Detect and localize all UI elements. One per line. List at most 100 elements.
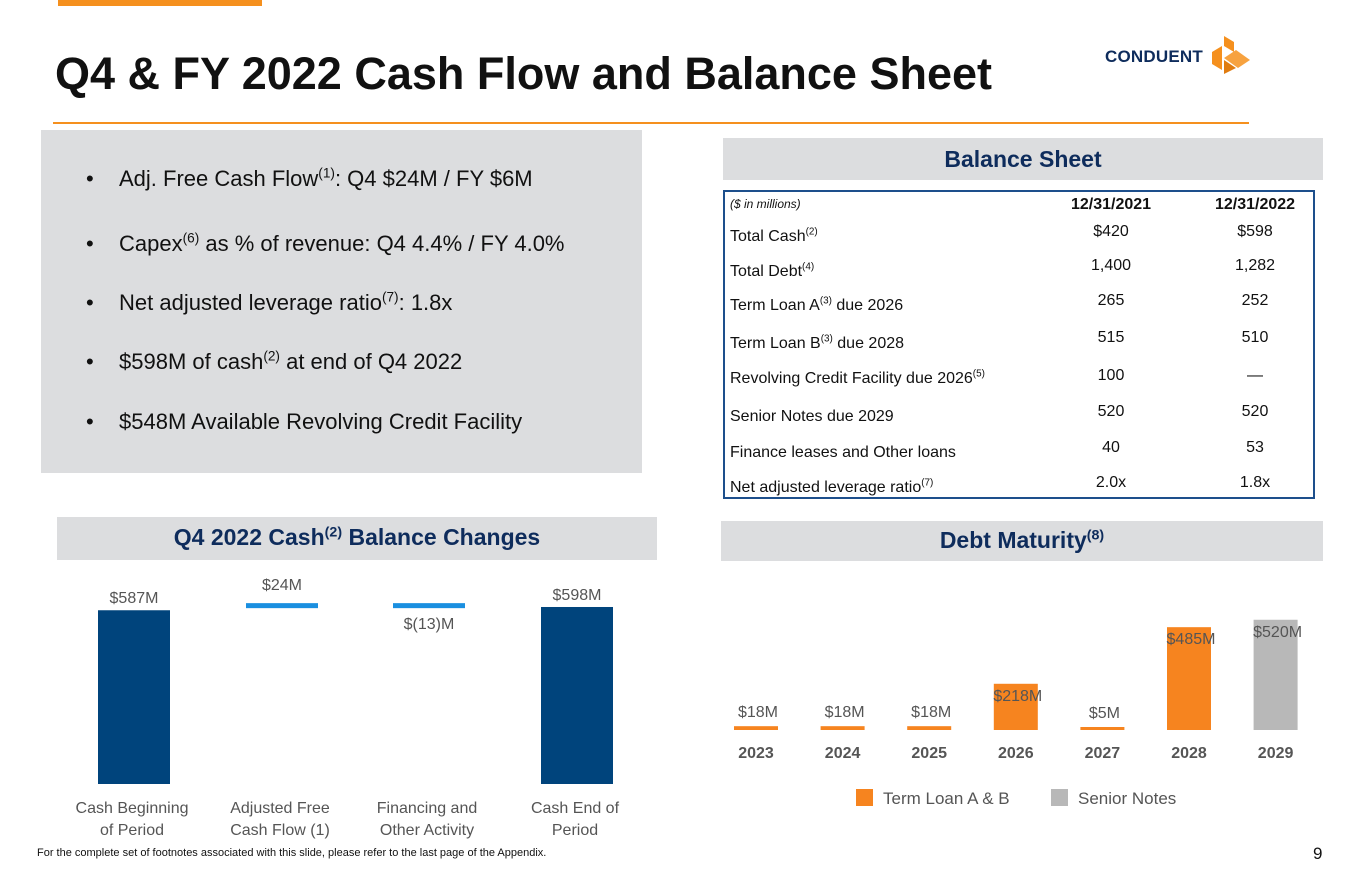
bullet-text: $548M Available Revolving Credit Facilit… [119, 409, 523, 434]
heading-text: Debt Maturity [939, 527, 1087, 553]
bullet-glyph: • [86, 231, 94, 256]
category-label: Period [552, 822, 598, 839]
bar-term-loan [734, 726, 778, 730]
footnote: For the complete set of footnotes associ… [37, 847, 547, 859]
bar-term-loan [1167, 627, 1211, 730]
bullet-glyph: • [86, 349, 94, 374]
bullet-text: Adj. Free Cash Flow [119, 166, 319, 191]
footnote-ref: (3) [819, 295, 832, 307]
logo-wordmark: CONDUENT [1105, 47, 1203, 66]
row-label: Total Cash [730, 228, 806, 245]
bar-increase [246, 603, 318, 609]
bullet-glyph: • [86, 290, 94, 315]
legend-label: Term Loan A & B [883, 789, 1010, 808]
cell-2021: 515 [1097, 329, 1125, 346]
category-label: Cash End of [531, 800, 620, 817]
row-label: Total Debt [730, 263, 803, 280]
highlights-panel: • Adj. Free Cash Flow(1): Q4 $24M / FY $… [41, 130, 642, 473]
row-label: Term Loan B [730, 335, 821, 352]
legend-swatch [856, 789, 873, 806]
year-label: 2023 [738, 745, 774, 762]
cash-waterfall-chart: $587M Cash Beginning of Period $24M Adjusted… [76, 577, 620, 839]
cell-2021: $420 [1093, 223, 1129, 240]
heading-text: Balance Changes [342, 524, 541, 550]
data-label: $18M [825, 704, 865, 721]
cell-2021: 1,400 [1090, 257, 1132, 274]
cell-2022: 53 [1246, 439, 1264, 456]
category-label: Financing and [377, 800, 478, 817]
data-label: $18M [738, 704, 778, 721]
row-label-suffix: due 2028 [832, 335, 905, 352]
bar-term-loan [820, 726, 865, 730]
cell-2021: 520 [1097, 403, 1125, 420]
footnote-ref: (2) [263, 348, 280, 364]
bullet-text: $598M of cash [119, 349, 264, 374]
category-label: Cash Flow (1) [230, 822, 330, 839]
cell-2021: 265 [1097, 292, 1125, 309]
row-label: Revolving Credit Facility due 2026 [730, 370, 973, 387]
year-label: 2025 [911, 745, 947, 762]
data-label: $485M [1167, 631, 1216, 648]
cell-2021: 2.0x [1095, 474, 1127, 491]
conduent-logo-icon [1212, 36, 1250, 74]
bullet-text: : Q4 $24M / FY $6M [334, 166, 533, 191]
data-label: $520M [1253, 624, 1302, 641]
category-label: Other Activity [380, 822, 474, 839]
column-header-2021: 12/31/2021 [1070, 196, 1152, 213]
category-label: of Period [100, 822, 164, 839]
cell-2022: 252 [1241, 292, 1269, 309]
footnote-ref: (1) [318, 165, 335, 181]
row-label: Net adjusted leverage ratio [730, 479, 922, 496]
debt-maturity-heading: Debt Maturity(8) [721, 521, 1323, 561]
year-label: 2026 [998, 745, 1034, 762]
title-divider [53, 122, 1249, 124]
bar-cash-beginning [98, 610, 170, 784]
row-label: Senior Notes due 2029 [730, 408, 894, 425]
bullet-text: Net adjusted leverage ratio [119, 290, 382, 315]
footnote-ref: (2) [805, 226, 818, 238]
row-label: Finance leases and Other loans [730, 444, 956, 461]
bar-cash-end [541, 606, 613, 784]
category-label: Cash Beginning [76, 800, 189, 817]
data-label: $598M [553, 587, 602, 604]
debt-maturity-chart: $18M 2023 $18M 2024 $18M 2025 $218M 2026 $5M 2027… [734, 619, 1302, 808]
page-title: Q4 & FY 2022 Cash Flow and Balance Sheet [55, 48, 993, 99]
cell-2021: 100 [1097, 367, 1125, 384]
data-label: $587M [110, 590, 159, 607]
footnote-ref: (2) [324, 524, 343, 541]
row-label-suffix: due 2026 [831, 297, 904, 314]
footnote-ref: (5) [972, 368, 985, 380]
cell-2022: 520 [1241, 403, 1269, 420]
data-label: $(13)M [404, 616, 455, 633]
footnote-ref: (7) [921, 477, 934, 489]
top-accent-tab [58, 0, 262, 6]
footnote-ref: (4) [802, 261, 815, 273]
footnote-ref: (8) [1086, 527, 1105, 544]
cell-2022: — [1247, 367, 1263, 384]
cell-2021: 40 [1102, 439, 1120, 456]
bar-term-loan [907, 726, 952, 730]
data-label: $5M [1089, 705, 1120, 722]
balance-sheet-table: ($ in millions) 12/31/2021 12/31/2022 To… [723, 190, 1315, 499]
data-label: $24M [262, 577, 302, 594]
footnote-ref: (3) [820, 333, 833, 345]
cash-changes-heading: Q4 2022 Cash(2) Balance Changes [57, 517, 657, 560]
cell-2022: 1,282 [1234, 257, 1276, 274]
bullet-text: as % of revenue: Q4 4.4% / FY 4.0% [199, 231, 565, 256]
bullet-text: Capex [119, 231, 183, 256]
data-label: $18M [911, 704, 951, 721]
bullet-text: : 1.8x [398, 290, 453, 315]
cell-2022: 1.8x [1239, 474, 1271, 491]
year-label: 2028 [1171, 745, 1207, 762]
bar-term-loan [1080, 727, 1125, 730]
year-label: 2027 [1085, 745, 1121, 762]
page-number: 9 [1313, 844, 1323, 863]
row-label: Term Loan A [730, 297, 820, 314]
footnote-ref: (6) [182, 230, 200, 246]
bullet-glyph: • [86, 409, 94, 434]
cell-2022: 510 [1241, 329, 1269, 346]
bullet-glyph: • [86, 166, 94, 191]
table-header-row: ($ in millions) 12/31/2021 12/31/2022 [725, 192, 1313, 214]
bullet-text: at end of Q4 2022 [279, 349, 463, 374]
year-label: 2029 [1258, 745, 1294, 762]
